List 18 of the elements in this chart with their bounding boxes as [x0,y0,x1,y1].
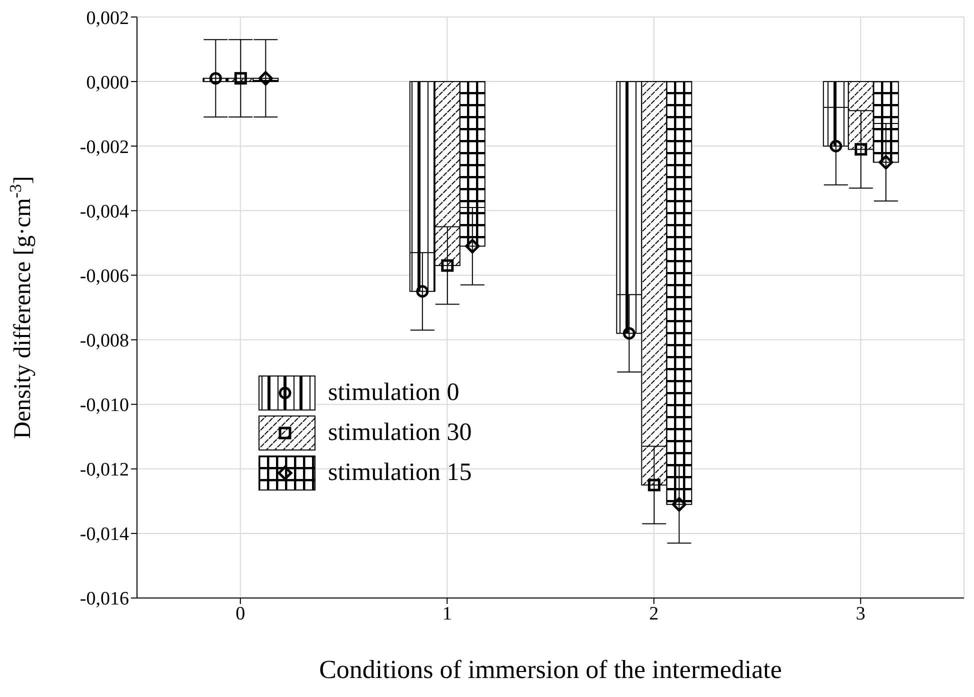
y-tick-label: -0,002 [80,136,129,158]
legend-label: stimulation 0 [328,379,460,407]
x-tick-label: 2 [649,603,659,624]
y-tick-label: -0,004 [80,201,130,222]
x-tick-label: 1 [442,603,452,624]
x-axis-title: Conditions of immersion of the intermediate [319,655,782,684]
y-tick-label: -0,016 [80,588,129,610]
y-tick-label: -0,008 [80,330,129,352]
x-tick-label: 0 [236,603,246,624]
legend-label: stimulation 30 [328,419,472,447]
y-tick-label: 0,000 [86,72,129,94]
legend-label: stimulation 15 [328,459,472,487]
y-tick-label: 0,002 [86,8,129,29]
y-tick-label: -0,010 [80,395,129,416]
y-tick-label: -0,014 [80,524,130,546]
x-tick-label: 3 [856,603,866,624]
y-tick-label: -0,006 [80,266,129,287]
y-tick-label: -0,012 [80,460,129,481]
